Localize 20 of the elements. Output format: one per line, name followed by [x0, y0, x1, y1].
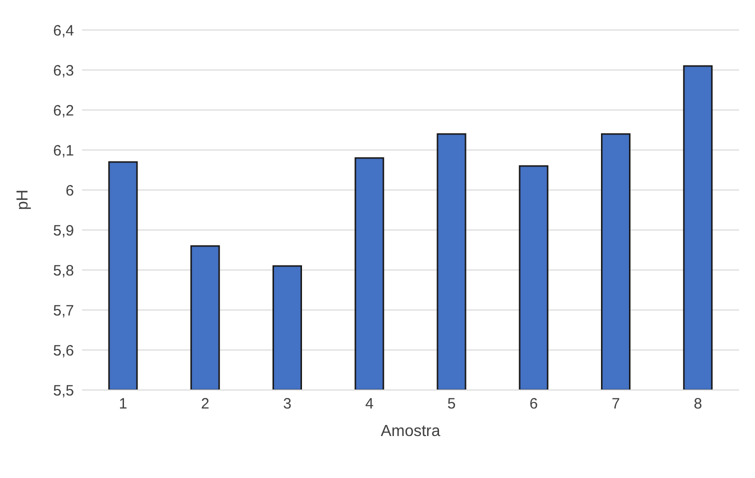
x-tick-label: 7	[612, 396, 620, 413]
x-tick-label: 6	[530, 396, 538, 413]
y-axis-title: pH	[14, 190, 32, 210]
y-tick-label: 6,1	[53, 142, 74, 160]
x-tick-label: 4	[365, 396, 374, 413]
y-tick-label: 6,3	[53, 62, 74, 80]
y-tick-label: 6,2	[53, 102, 74, 120]
y-tick-label: 6	[66, 182, 74, 200]
x-axis-title: Amostra	[380, 423, 440, 440]
x-tick-label: 5	[447, 396, 456, 413]
y-tick-label: 5,9	[53, 222, 74, 240]
x-tick-label: 3	[283, 396, 292, 413]
y-tick-label: 5,7	[53, 302, 74, 320]
y-tick-label: 5,5	[53, 382, 74, 400]
x-tick-label: 2	[201, 396, 210, 413]
x-tick-label: 1	[118, 396, 128, 413]
y-tick-label: 5,8	[53, 262, 74, 280]
y-tick-label: 5,6	[53, 342, 74, 360]
y-tick-label: 6,4	[53, 22, 74, 40]
x-tick-label: 8	[694, 396, 702, 413]
